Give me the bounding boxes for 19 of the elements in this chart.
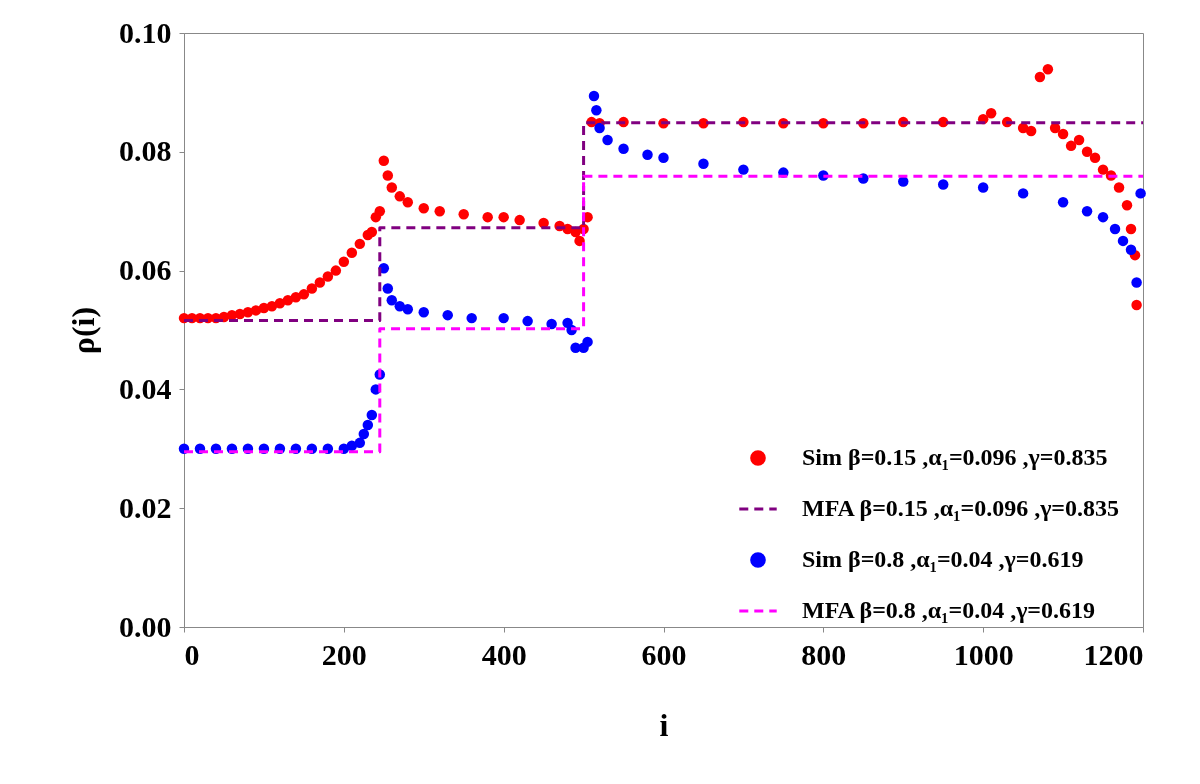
y-tick-label: 0.06 [119,253,172,287]
legend-label: MFA β=0.8 ,α₁=0.04 ,γ=0.619 [802,597,1096,623]
x-tick-label: 400 [481,637,527,671]
y-tick-label: 0.00 [119,609,172,643]
y-axis-title: ρ(i) [65,306,101,355]
legend-label: Sim β=0.15 ,α₁=0.096 ,γ=0.835 [802,444,1108,470]
x-tick-label: 800 [801,637,847,671]
x-axis-title: i [659,706,669,743]
y-tick-label: 0.04 [119,371,172,405]
x-tick-label: 600 [641,637,687,671]
x-tick-label: 1200 [1083,637,1144,671]
legend-label: MFA β=0.15 ,α₁=0.096 ,γ=0.835 [802,495,1120,521]
x-tick-label: 1000 [953,637,1014,671]
legend-label: Sim β=0.8 ,α₁=0.04 ,γ=0.619 [802,546,1084,572]
y-tick-label: 0.10 [119,15,172,49]
y-tick-label: 0.08 [119,134,172,168]
y-tick-label: 0.02 [119,490,172,524]
x-tick-label: 0 [184,637,200,671]
x-tick-label: 200 [321,637,367,671]
